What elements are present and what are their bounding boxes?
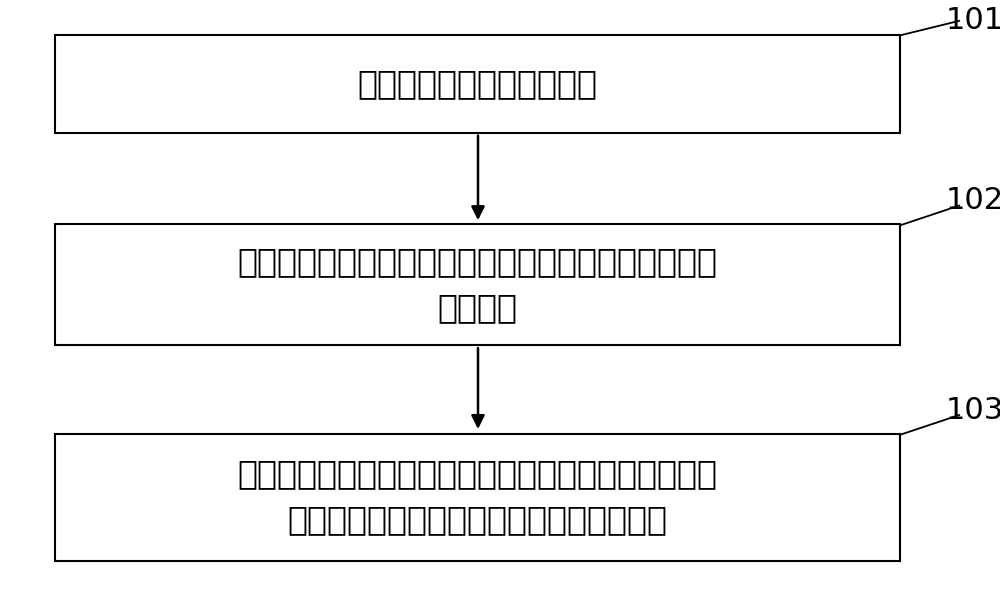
Bar [55, 35, 900, 133]
Bar [55, 434, 900, 560]
Text: 获取用户年累计采暖需求量: 获取用户年累计采暖需求量 [358, 68, 598, 100]
Text: 确定所述目标函数的最优解，即所述电锅炉与太阳能联
合供热系统中各类供热设备的最优配置容量: 确定所述目标函数的最优解，即所述电锅炉与太阳能联 合供热系统中各类供热设备的最优… [238, 458, 718, 536]
Text: 102: 102 [946, 186, 1000, 215]
Text: 构建所述电锅炉与太阳能联合供热系统的目标函数及其
约束条件: 构建所述电锅炉与太阳能联合供热系统的目标函数及其 约束条件 [238, 245, 718, 324]
Text: 103: 103 [946, 395, 1000, 425]
Bar [55, 224, 900, 345]
Text: 101: 101 [946, 6, 1000, 35]
